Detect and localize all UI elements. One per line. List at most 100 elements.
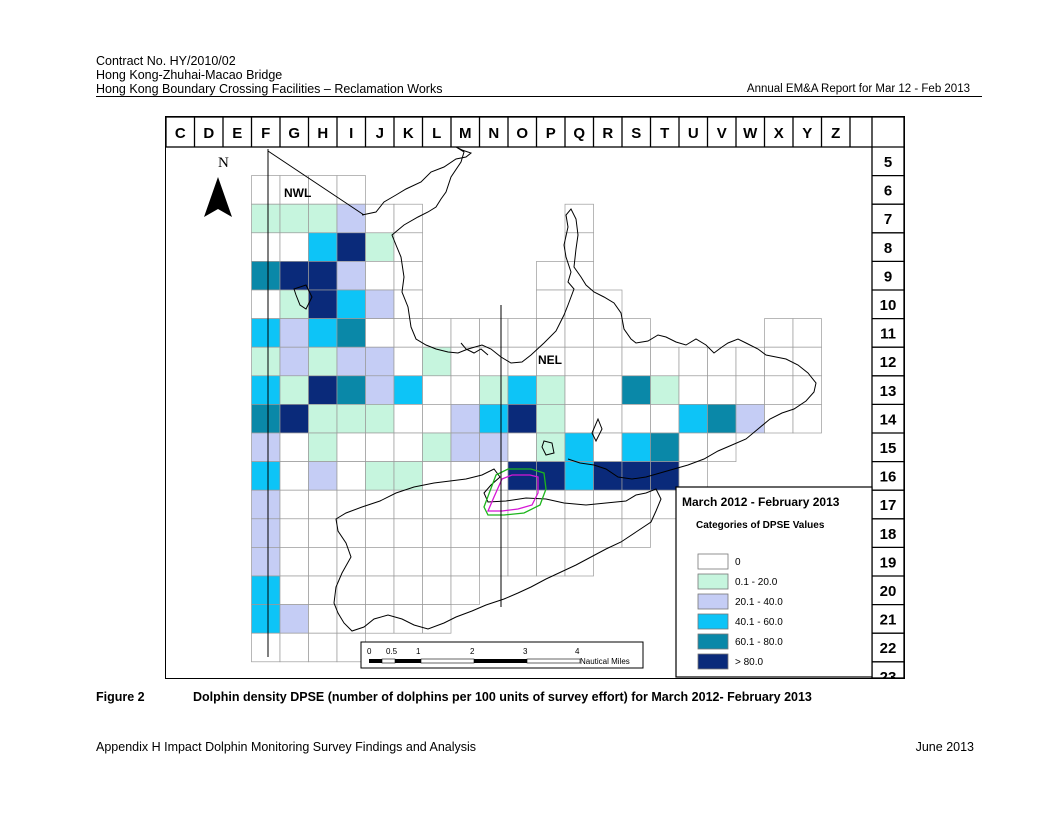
grid-cell-F13 (251, 375, 281, 405)
grid-cell-H9 (308, 261, 338, 291)
grid-cell-K10 (393, 289, 423, 319)
grid-cell-F9 (251, 261, 281, 291)
header-project-name: Hong Kong-Zhuhai-Macao Bridge (96, 68, 283, 82)
grid-cell-S15 (621, 432, 651, 462)
grid-cell-Q12 (564, 346, 594, 377)
column-label: M (459, 125, 472, 142)
row-label: 9 (884, 268, 892, 285)
grid-cell-M16 (450, 461, 480, 491)
coastline-layer (293, 146, 817, 632)
grid-cell-H19 (308, 547, 338, 577)
grid-cell-M13 (450, 375, 480, 405)
scale-tick-label: 0.5 (386, 647, 398, 656)
grid-cell-F21 (251, 604, 281, 634)
grid-cell-S16 (621, 461, 651, 491)
grid-cell-M17 (450, 489, 480, 520)
grid-cell-F17 (251, 489, 281, 520)
grid-cell-G11 (279, 318, 309, 348)
grid-cell-H17 (308, 489, 338, 520)
grid-cell-G8 (279, 232, 309, 262)
scale-unit: Nautical Miles (580, 657, 630, 666)
grid-cell-J21 (365, 604, 395, 634)
legend-swatch (697, 613, 729, 630)
grid-cell-J8 (365, 232, 395, 262)
grid-cell-L16 (422, 461, 452, 491)
grid-cell-M20 (450, 575, 480, 605)
grid-cell-L19 (422, 547, 452, 577)
grid-cell-K19 (393, 547, 423, 577)
row-label: 11 (880, 326, 896, 343)
grid-cell-V14 (707, 404, 737, 434)
header-report-title: Annual EM&A Report for Mar 12 - Feb 2013 (746, 83, 970, 95)
grid-cell-Q14 (564, 404, 594, 434)
row-label: 15 (880, 440, 897, 457)
grid-cell-Q18 (564, 518, 594, 548)
grid-cell-U14 (678, 404, 708, 434)
grid-cell-Q13 (564, 375, 594, 405)
grid-cell-H10 (308, 289, 338, 319)
grid-cell-R18 (593, 518, 623, 548)
grid-cell-T15 (650, 432, 680, 462)
grid-cell-V13 (707, 375, 737, 405)
grid-cell-G14 (279, 404, 309, 434)
grid-cell-J13 (365, 375, 395, 405)
footer-date: June 2013 (915, 740, 974, 754)
grid-cell-O15 (507, 432, 537, 462)
grid-cell-F7 (251, 203, 281, 234)
row-label: 13 (880, 383, 897, 400)
grid-cell-P17 (536, 489, 566, 520)
row-header-bar: 5 6 7 8 9 10 11 12 13 14 15 16 17 18 19 20 21 22 23 (871, 117, 904, 678)
grid-cell-I17 (336, 489, 366, 520)
grid-cell-N18 (479, 518, 509, 548)
column-label: E (232, 125, 242, 142)
grid-cell-S14 (621, 404, 651, 434)
grid-cell-F19 (251, 547, 281, 577)
grid-cell-I14 (336, 404, 366, 434)
grid-cell-G17 (279, 489, 309, 520)
scale-bar: 0 0.5 1 2 3 4 Nautical Miles (360, 641, 644, 669)
column-label: V (717, 125, 727, 142)
grid-cell-F8 (251, 232, 281, 262)
grid-cell-S13 (621, 375, 651, 405)
grid-cell-N15 (479, 432, 509, 462)
row-label: 10 (880, 297, 897, 314)
column-label: Z (831, 125, 840, 142)
nwl-label: NWL (284, 186, 311, 200)
coastline-lantau (333, 468, 662, 632)
grid-cell-L15 (422, 432, 452, 462)
scale-tick-label: 0 (367, 647, 372, 656)
grid-cell-V15 (707, 432, 737, 462)
legend-label: 60.1 - 80.0 (735, 637, 783, 648)
scale-tick-label: 1 (416, 647, 421, 656)
grid-cell-P18 (536, 518, 566, 548)
grid-cell-H15 (308, 432, 338, 462)
row-label: 7 (884, 211, 892, 228)
grid-cell-I6 (336, 175, 366, 205)
grid-cell-M18 (450, 518, 480, 548)
grid-cell-X13 (764, 375, 794, 405)
grid-cell-X11 (764, 318, 794, 348)
figure-number: Figure 2 (96, 690, 145, 704)
grid-cell-H14 (308, 404, 338, 434)
grid-cell-S18 (621, 518, 651, 548)
scale-tick-label: 3 (523, 647, 528, 656)
grid-cell-L11 (422, 318, 452, 348)
row-header-frame (871, 117, 904, 678)
grid-cell-U12 (678, 346, 708, 377)
grid-cell-T14 (650, 404, 680, 434)
row-label: 8 (884, 240, 892, 257)
row-label: 20 (880, 583, 897, 600)
grid-cell-J20 (365, 575, 395, 605)
legend-title: March 2012 - February 2013 (682, 495, 840, 509)
grid-cell-J12 (365, 346, 395, 377)
grid-cell-Q7 (564, 203, 594, 234)
legend-swatch (697, 573, 729, 590)
coastline-islet (541, 440, 555, 456)
row-label: 16 (880, 469, 897, 486)
bcf-reclamation-outline (483, 468, 547, 516)
grid-cell-I7 (336, 203, 366, 234)
grid-cell-M14 (450, 404, 480, 434)
column-label: G (288, 125, 300, 142)
